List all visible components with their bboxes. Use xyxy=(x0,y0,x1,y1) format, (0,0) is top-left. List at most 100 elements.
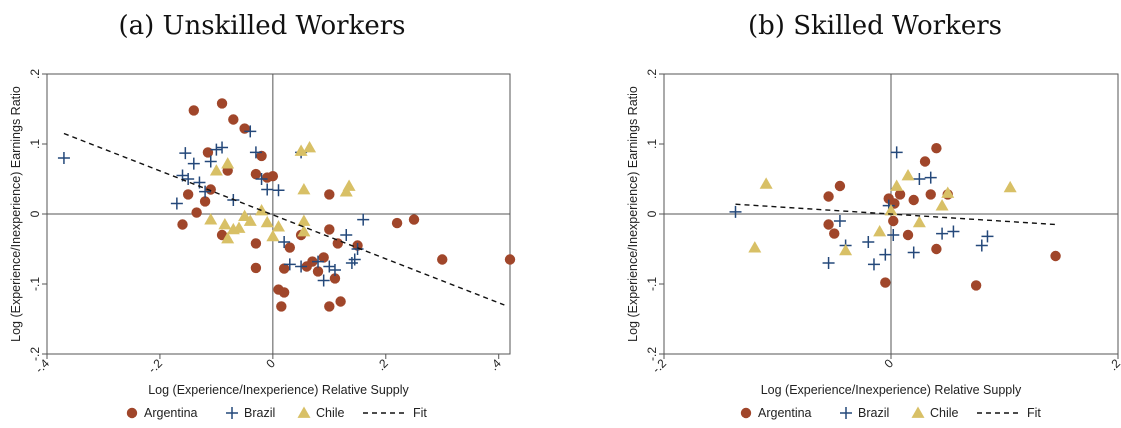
y-tick-label: 0 xyxy=(28,210,42,217)
data-point-chile xyxy=(266,229,280,242)
legend-marker-argentina xyxy=(126,407,138,419)
data-point-chile xyxy=(759,177,773,189)
data-point-brazil xyxy=(907,246,920,259)
data-point-brazil xyxy=(255,173,268,185)
chart-panel-skilled: (b) Skilled Workers-.2-.10.1.2-.2 0.2Log … xyxy=(626,11,1121,420)
data-point-argentina xyxy=(888,215,899,227)
legend-marker-brazil xyxy=(226,407,238,419)
data-point-argentina xyxy=(829,228,840,239)
data-point-brazil xyxy=(328,264,341,276)
chart-panel-unskilled: (a) Unskilled Workers-.2-.10.1.2-.4 -.2 0.… xyxy=(9,11,516,420)
data-point-chile xyxy=(839,243,853,256)
data-point-argentina xyxy=(188,105,200,116)
data-point-argentina xyxy=(278,287,290,298)
data-point-argentina xyxy=(332,238,343,249)
series-chile xyxy=(748,169,1017,256)
data-point-brazil xyxy=(182,173,195,185)
series-brazil xyxy=(57,125,370,287)
data-point-argentina xyxy=(182,189,194,200)
x-tick-label: -.2 xyxy=(145,356,165,376)
x-tick-label: 0 xyxy=(881,356,896,371)
data-point-chile xyxy=(221,157,235,169)
legend-marker-chile xyxy=(297,406,311,418)
legend: Argentina Brazil Chile Fit xyxy=(740,406,1041,420)
data-point-brazil xyxy=(947,225,960,238)
series-chile xyxy=(204,141,356,244)
data-point-argentina xyxy=(278,263,290,274)
data-point-argentina xyxy=(318,252,329,263)
y-axis-label: Log (Experience/Inexperience) Earnings R… xyxy=(626,86,640,342)
legend-label-argentina: Argentina xyxy=(758,406,812,420)
data-point-brazil xyxy=(210,143,223,156)
data-point-chile xyxy=(873,225,887,237)
data-point-chile xyxy=(297,214,311,226)
data-point-brazil xyxy=(981,230,994,243)
data-point-argentina xyxy=(1050,250,1061,262)
data-point-argentina xyxy=(250,262,262,274)
legend-label-argentina: Argentina xyxy=(144,406,198,420)
data-point-brazil xyxy=(340,229,353,241)
fit-line xyxy=(63,132,505,306)
legend-marker-brazil xyxy=(840,407,852,419)
data-point-chile xyxy=(884,204,898,216)
data-point-chile xyxy=(303,141,317,153)
data-point-brazil xyxy=(913,173,926,185)
data-point-argentina xyxy=(919,156,931,167)
y-tick-label: -.2 xyxy=(645,347,659,361)
y-tick-label: -.1 xyxy=(645,277,659,291)
data-point-chile xyxy=(1003,180,1017,193)
data-point-brazil xyxy=(936,227,949,240)
data-point-brazil xyxy=(862,236,875,248)
data-point-brazil xyxy=(317,274,330,287)
data-point-argentina xyxy=(329,273,341,284)
data-point-argentina xyxy=(931,143,942,154)
data-point-argentina xyxy=(823,191,834,202)
data-point-brazil xyxy=(348,253,361,266)
legend-label-fit: Fit xyxy=(1027,406,1041,420)
data-point-brazil xyxy=(272,184,285,197)
data-point-brazil xyxy=(261,183,274,196)
data-point-brazil xyxy=(357,213,370,226)
y-tick-label: -.2 xyxy=(28,347,42,361)
y-tick-label: 0 xyxy=(645,210,659,217)
x-tick-label: 0 xyxy=(263,356,278,371)
data-point-argentina xyxy=(391,217,403,229)
legend-marker-argentina xyxy=(740,407,752,419)
data-point-chile xyxy=(297,183,311,195)
data-point-brazil xyxy=(887,229,900,241)
chart-title: (a) Unskilled Workers xyxy=(118,11,405,41)
data-point-chile xyxy=(238,209,252,221)
data-point-argentina xyxy=(267,171,279,182)
data-point-chile xyxy=(209,164,223,176)
data-point-brazil xyxy=(729,205,742,218)
data-point-argentina xyxy=(437,254,448,265)
data-point-argentina xyxy=(250,168,262,180)
legend: Argentina Brazil Chile Fit xyxy=(126,406,427,420)
data-point-chile xyxy=(243,214,257,226)
data-point-chile xyxy=(941,186,955,198)
series-argentina xyxy=(823,143,1061,291)
data-point-brazil xyxy=(283,258,296,271)
legend-label-brazil: Brazil xyxy=(244,406,275,420)
data-point-argentina xyxy=(931,243,942,255)
data-point-argentina xyxy=(408,214,420,225)
data-point-argentina xyxy=(970,280,982,291)
legend-label-fit: Fit xyxy=(413,406,427,420)
data-point-brazil xyxy=(57,152,70,164)
y-tick-label: .1 xyxy=(645,139,659,149)
data-point-chile xyxy=(342,179,356,191)
data-point-argentina xyxy=(335,296,346,307)
y-tick-label: -.1 xyxy=(28,277,42,291)
data-point-argentina xyxy=(504,254,516,265)
data-point-brazil xyxy=(179,147,192,160)
data-point-argentina xyxy=(324,189,335,200)
data-point-argentina xyxy=(324,301,335,312)
data-point-brazil xyxy=(890,146,903,159)
chart-title: (b) Skilled Workers xyxy=(748,11,1002,41)
data-point-chile xyxy=(748,241,762,253)
data-point-brazil xyxy=(879,248,892,261)
data-point-chile xyxy=(221,232,235,244)
data-point-argentina xyxy=(202,147,214,158)
data-point-chile xyxy=(935,199,949,211)
